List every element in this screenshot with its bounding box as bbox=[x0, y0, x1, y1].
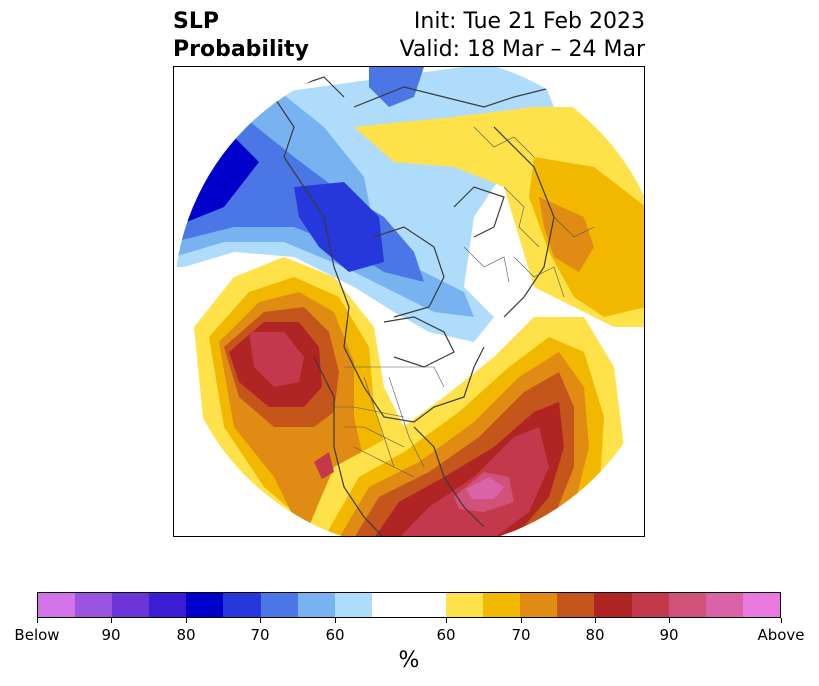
colorbar-below-swatch-4 bbox=[149, 593, 187, 617]
colorbar-below-swatch-3 bbox=[112, 593, 150, 617]
colorbar-below-swatch-6 bbox=[223, 593, 261, 617]
title-kind: Probability bbox=[173, 37, 309, 62]
colorbar-neutral-swatch bbox=[371, 593, 447, 617]
colorbar-tick-label: Below bbox=[14, 626, 60, 644]
map-panel bbox=[173, 66, 645, 537]
political-borders bbox=[334, 126, 595, 478]
colorbar bbox=[37, 592, 781, 618]
colorbar-above-swatch-1 bbox=[446, 593, 484, 617]
colorbar-tick bbox=[37, 618, 38, 623]
colorbar-above-swatch-6 bbox=[631, 593, 669, 617]
colorbar-below-swatch-7 bbox=[260, 593, 298, 617]
colorbar-tick bbox=[669, 618, 670, 623]
colorbar-tick-label: Above bbox=[757, 626, 805, 644]
map-subtitle: Init: Tue 21 Feb 2023 Valid: 18 Mar – 24… bbox=[400, 8, 645, 64]
probability-map bbox=[174, 67, 644, 536]
above-normal-region-atlantic bbox=[304, 317, 624, 536]
colorbar-tick-label: 80 bbox=[176, 626, 196, 644]
colorbar-below-swatch-5 bbox=[186, 593, 224, 617]
colorbar-tick-label: 80 bbox=[585, 626, 605, 644]
colorbar-below-swatch-8 bbox=[297, 593, 335, 617]
title-variable: SLP bbox=[173, 9, 219, 34]
colorbar-below-swatch-2 bbox=[75, 593, 113, 617]
colorbar-above-swatch-5 bbox=[594, 593, 632, 617]
colorbar-above-swatch-4 bbox=[557, 593, 595, 617]
colorbar-above-swatch-2 bbox=[483, 593, 521, 617]
colorbar-tick bbox=[595, 618, 596, 623]
colorbar-above-swatch-3 bbox=[520, 593, 558, 617]
colorbar-unit: % bbox=[398, 648, 420, 673]
colorbar-tick-label: 60 bbox=[325, 626, 345, 644]
colorbar-above-swatch-7 bbox=[668, 593, 706, 617]
colorbar-tick bbox=[446, 618, 447, 623]
colorbar-above-swatch-8 bbox=[705, 593, 743, 617]
colorbar-tick-label: 70 bbox=[511, 626, 531, 644]
colorbar-tick bbox=[521, 618, 522, 623]
colorbar-tick bbox=[111, 618, 112, 623]
colorbar-below-swatch-1 bbox=[38, 593, 76, 617]
init-date: Init: Tue 21 Feb 2023 bbox=[413, 9, 645, 34]
map-title: SLP Probability bbox=[173, 8, 309, 64]
colorbar-above-swatch-9 bbox=[742, 593, 780, 617]
colorbar-tick-label: 60 bbox=[436, 626, 456, 644]
colorbar-tick bbox=[335, 618, 336, 623]
colorbar-tick-label: 90 bbox=[659, 626, 679, 644]
colorbar-tick bbox=[186, 618, 187, 623]
colorbar-tick-label: 90 bbox=[101, 626, 121, 644]
valid-range: Valid: 18 Mar – 24 Mar bbox=[399, 37, 645, 62]
above-normal-region-east bbox=[354, 107, 644, 327]
colorbar-tick-label: 70 bbox=[250, 626, 270, 644]
colorbar-tick bbox=[781, 618, 782, 623]
colorbar-tick bbox=[260, 618, 261, 623]
colorbar-below-swatch-9 bbox=[334, 593, 372, 617]
